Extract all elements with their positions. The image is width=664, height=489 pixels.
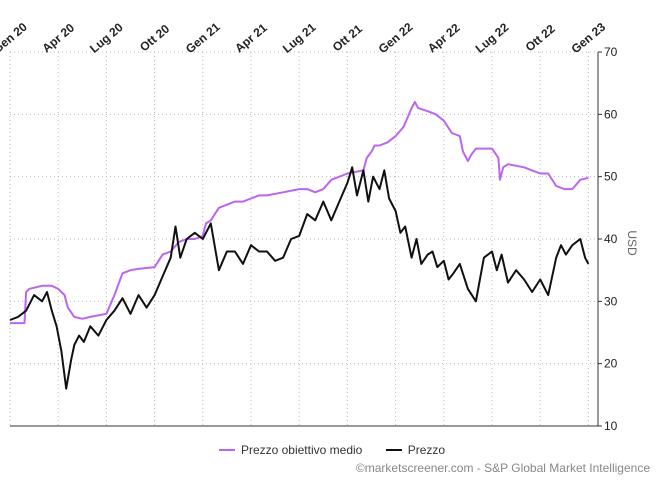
series-layer [9, 100, 590, 390]
x-tick-label: Lug 22 [473, 20, 512, 56]
legend-label-price: Prezzo [407, 443, 446, 457]
y-tick-label: 70 [604, 45, 618, 59]
x-tick-label: Lug 21 [280, 20, 319, 56]
legend-label-target-price: Prezzo obiettivo medio [240, 443, 363, 457]
legend-item-target-price[interactable]: Prezzo obiettivo medio [218, 443, 363, 457]
series-line-target-price [10, 100, 589, 325]
x-axis-ticks: Gen 20 Apr 20 Lug 20 Ott 20 Gen 21 Apr 21 Lug … [0, 20, 608, 57]
x-tick-label: Lug 20 [87, 20, 126, 56]
x-tick-label: Gen 22 [376, 20, 416, 57]
y-tick-label: 10 [604, 419, 618, 433]
series-line-price [9, 166, 590, 390]
y-axis-title: USD [625, 230, 639, 256]
x-tick-label: Apr 20 [39, 20, 77, 55]
y-tick-label: 40 [604, 232, 618, 246]
x-tick-label: Ott 21 [330, 22, 365, 55]
grid-lines [9, 51, 598, 426]
legend-swatch-price [385, 449, 402, 451]
line-chart: Gen 20 Apr 20 Lug 20 Ott 20 Gen 21 Apr 21 Lug … [0, 20, 639, 433]
x-tick-label: Gen 23 [569, 20, 609, 57]
x-tick-label: Apr 21 [232, 20, 270, 55]
legend-swatch-target-price [218, 449, 235, 451]
x-tick-label: Gen 21 [183, 20, 223, 57]
x-tick-label: Ott 22 [523, 22, 558, 55]
y-axis-ticks: 10 20 30 40 50 60 70 [598, 45, 618, 433]
y-tick-label: 20 [604, 357, 618, 371]
x-tick-label: Gen 20 [0, 20, 30, 57]
y-tick-label: 60 [604, 107, 618, 121]
x-tick-label: Ott 20 [137, 22, 172, 55]
source-credit: ©marketscreener.com - S&P Global Market … [355, 461, 650, 475]
y-tick-label: 50 [604, 170, 618, 184]
x-tick-label: Apr 22 [425, 20, 463, 55]
y-tick-label: 30 [604, 294, 618, 308]
legend: Prezzo obiettivo medio Prezzo [0, 440, 664, 457]
legend-item-price[interactable]: Prezzo [385, 443, 446, 457]
